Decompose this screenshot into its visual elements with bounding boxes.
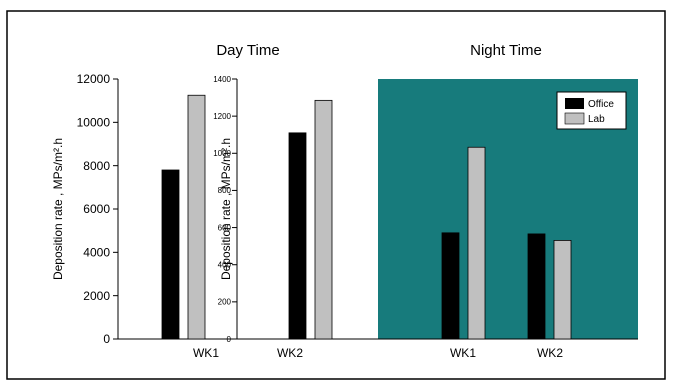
bar-lab-wk1 [467,146,486,340]
x-tick-label-wk1: WK1 [193,346,219,360]
y-axis-mid-tick-label: 600 [218,223,232,232]
legend-label-office: Office [588,99,614,110]
x-tick-label-wk2: WK2 [537,346,563,360]
y-axis-mid-tick-label: 1200 [213,112,231,121]
y-axis-left-tick-label: 6000 [83,202,110,216]
bar-office-wk2 [527,233,546,340]
y-axis-mid-tick-label: 800 [218,186,232,195]
x-tick-label-wk1: WK1 [450,346,476,360]
bar-lab-wk2 [553,240,572,340]
legend-swatch-office [565,98,584,109]
bar-office-wk2 [288,132,307,340]
bar-office-wk1 [441,232,460,340]
x-tick-label-wk2: WK2 [277,346,303,360]
bar-lab-wk1 [187,94,206,340]
bar-lab-wk2 [314,99,333,340]
y-axis-left-tick-label: 2000 [83,289,110,303]
y-axis-left-tick-label: 12000 [77,72,111,86]
y-axis-left-tick-label: 0 [103,332,110,346]
y-axis-mid-tick-label: 400 [218,261,232,270]
legend-swatch-lab [564,112,585,125]
legend-label-lab: Lab [588,114,605,125]
day-panel-title: Day Time [216,42,279,59]
y-axis-left: 0 2000 4000 6000 8000 10000 12000 [77,72,119,346]
y-axis-mid-tick-label: 200 [218,298,232,307]
y-axis-left-tick-label: 8000 [83,159,110,173]
y-axis-mid: 0200400600800100012001400 [213,75,238,344]
legend: Office Lab [556,91,627,130]
y-axis-left-tick-label: 4000 [83,246,110,260]
y-axis-mid-tick-label: 1400 [213,75,231,84]
y-axis-mid-tick-label: 1000 [213,149,231,158]
y-axis-left-tick-label: 10000 [77,116,111,130]
y-axis-left-label: Deposition rate , MPs/m².h [51,138,65,280]
bar-office-wk1 [161,169,180,340]
night-panel-title: Night Time [470,42,542,59]
y-axis-mid-label: Deposition rate , MPs/m².h [219,138,233,280]
